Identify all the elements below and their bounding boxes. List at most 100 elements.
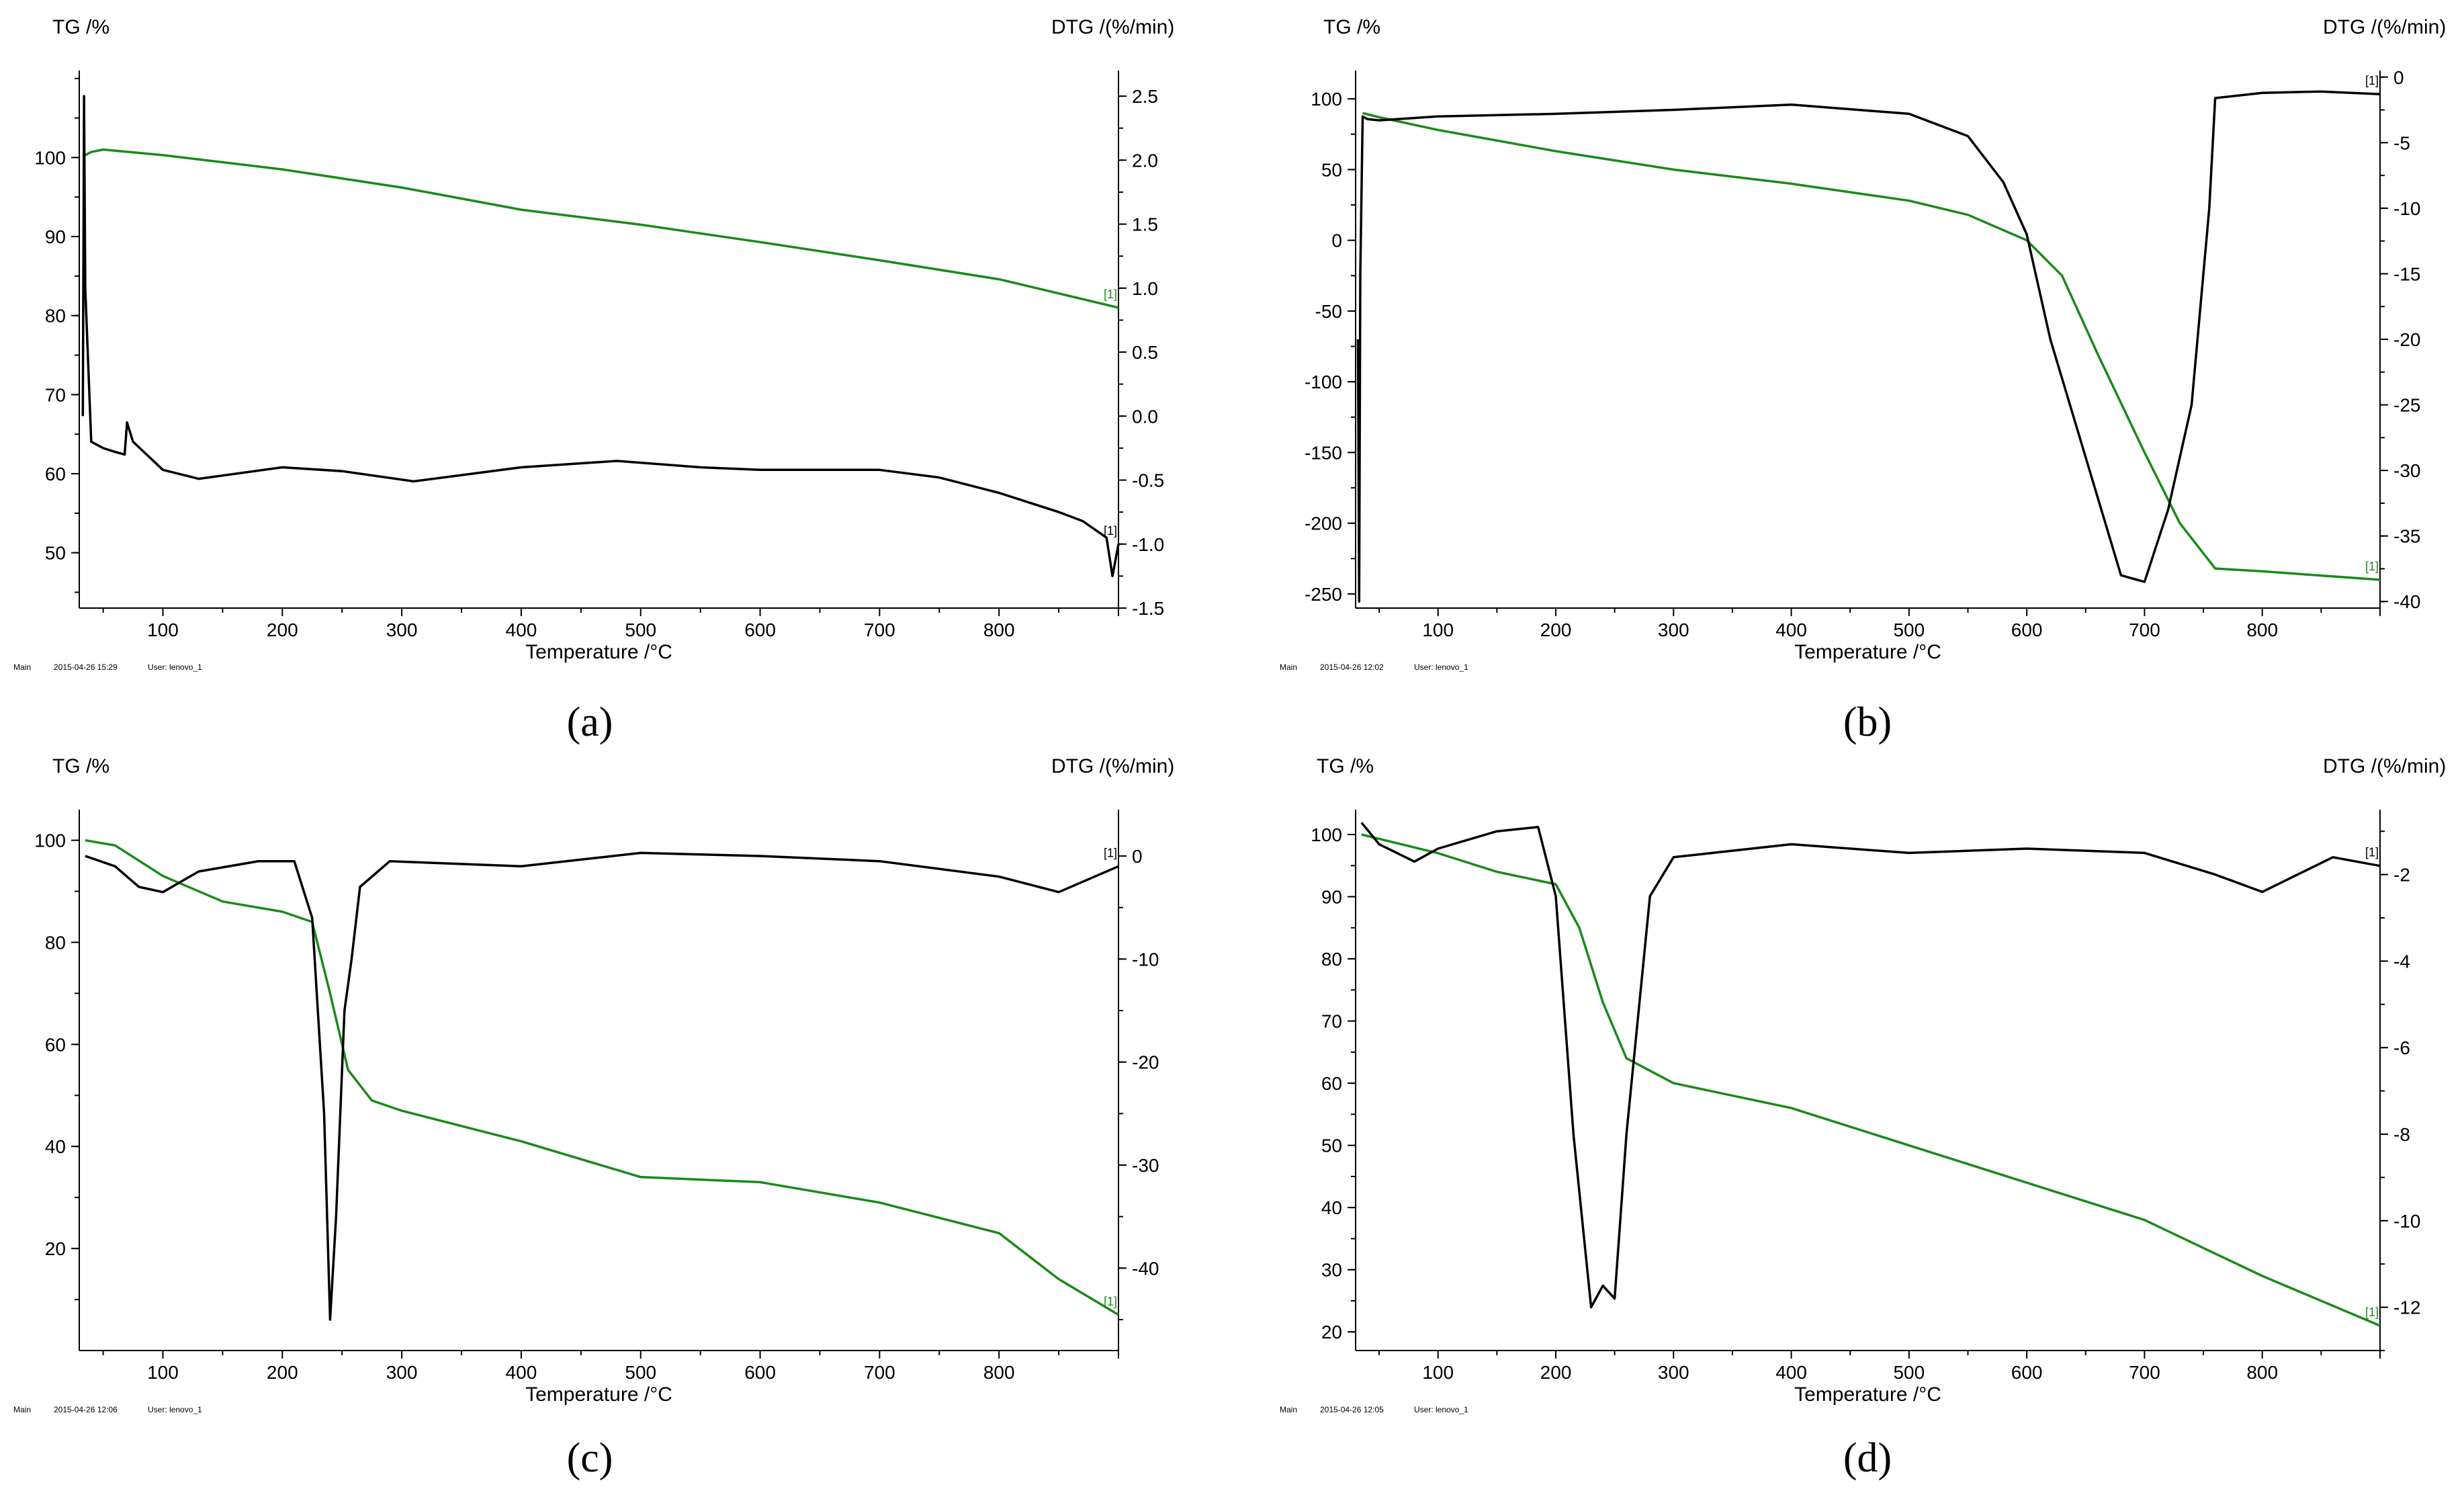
dtg-end-marker: [1] bbox=[1104, 524, 1117, 538]
right-tick-label: 2.0 bbox=[1132, 150, 1158, 171]
x-tick-label: 300 bbox=[386, 620, 418, 640]
left-axis-title: TG /% bbox=[52, 755, 109, 777]
left-tick-label: 100 bbox=[1311, 89, 1342, 110]
x-tick-label: 100 bbox=[147, 1362, 179, 1383]
chart-panel-a: 100 200 300 400 500 600 700 800 50 60 70 80 90 100 -1.… bbox=[13, 16, 1174, 745]
x-tick-label: 700 bbox=[2129, 1362, 2160, 1383]
x-tick-label: 700 bbox=[864, 1362, 895, 1383]
chart-panel-d: 100 200 300 400 500 600 700 800 20 30 40 50 60 70 80 90… bbox=[1280, 755, 2446, 1481]
footer-text: User: lenovo_1 bbox=[1414, 663, 1468, 672]
x-tick-label: 700 bbox=[2129, 620, 2160, 640]
x-tick-label: 500 bbox=[1893, 620, 1925, 640]
left-tick-label: 100 bbox=[34, 830, 66, 851]
x-axis-title: Temperature /°C bbox=[1794, 641, 1941, 663]
panel-label: (d) bbox=[1843, 1435, 1892, 1481]
chart-panel-c: 100 200 300 400 500 600 700 800 20 40 60 80 100 -40 -3… bbox=[13, 755, 1174, 1481]
panel-label: (a) bbox=[567, 699, 613, 745]
x-tick-label: 400 bbox=[506, 620, 537, 640]
dtg-end-marker: [1] bbox=[1104, 846, 1117, 859]
right-tick-label: 0 bbox=[1132, 846, 1143, 867]
dtg-curve bbox=[1360, 822, 2381, 1309]
x-tick-label: 400 bbox=[1775, 620, 1807, 640]
left-tick-label: -50 bbox=[1315, 301, 1342, 322]
left-tick-label: 60 bbox=[1321, 1073, 1342, 1094]
footer-text: Main bbox=[13, 663, 31, 672]
x-tick-label: 100 bbox=[1422, 620, 1454, 640]
left-axis-title: TG /% bbox=[1323, 16, 1380, 38]
x-axis-title: Temperature /°C bbox=[1794, 1383, 1941, 1406]
right-tick-label: -25 bbox=[2393, 395, 2420, 416]
footer-text: User: lenovo_1 bbox=[148, 1405, 202, 1414]
dtg-curve bbox=[1356, 90, 2381, 603]
x-tick-label: 600 bbox=[2011, 620, 2043, 640]
left-tick-label: 100 bbox=[34, 147, 66, 168]
left-tick-label: 20 bbox=[1321, 1322, 1342, 1342]
right-tick-label: 0 bbox=[2393, 67, 2404, 88]
right-tick-label: -4 bbox=[2393, 951, 2410, 972]
left-tick-label: -250 bbox=[1305, 584, 1342, 605]
footer-text: Main bbox=[13, 1405, 31, 1414]
right-tick-label: -10 bbox=[1132, 949, 1159, 970]
x-tick-label: 800 bbox=[983, 620, 1015, 640]
footer-text: 2015-04-26 12:05 bbox=[1320, 1405, 1384, 1414]
right-tick-label: -10 bbox=[2393, 1211, 2420, 1232]
footer-text: 2015-04-26 12:02 bbox=[1320, 663, 1384, 672]
x-tick-label: 400 bbox=[1775, 1362, 1807, 1383]
right-tick-label: -40 bbox=[1132, 1258, 1159, 1279]
footer-text: 2015-04-26 15:29 bbox=[54, 663, 118, 672]
right-tick-label: -0.5 bbox=[1132, 470, 1164, 491]
x-axis-title: Temperature /°C bbox=[525, 641, 672, 663]
chart-panel-b: 100 200 300 400 500 600 700 800-250-200-150-100… bbox=[1280, 16, 2446, 745]
tg-curve bbox=[85, 839, 1119, 1316]
x-axis-title: Temperature /°C bbox=[525, 1383, 672, 1406]
tg-end-marker: [1] bbox=[2365, 1306, 2379, 1319]
footer-text: Main bbox=[1280, 663, 1297, 672]
left-tick-label: 100 bbox=[1311, 824, 1342, 845]
left-tick-label: 90 bbox=[45, 226, 66, 247]
right-tick-label: 0.5 bbox=[1132, 342, 1158, 363]
left-tick-label: 50 bbox=[45, 543, 66, 564]
footer-text: User: lenovo_1 bbox=[1414, 1405, 1468, 1414]
left-tick-label: -100 bbox=[1305, 372, 1342, 392]
x-tick-label: 600 bbox=[744, 620, 776, 640]
right-tick-label: -5 bbox=[2393, 132, 2410, 153]
dtg-curve bbox=[85, 851, 1119, 1321]
left-tick-label: 90 bbox=[1321, 887, 1342, 908]
left-tick-label: 40 bbox=[45, 1136, 66, 1157]
x-tick-label: 800 bbox=[983, 1362, 1015, 1383]
x-tick-label: 700 bbox=[864, 620, 895, 640]
right-tick-label: 1.0 bbox=[1132, 278, 1158, 299]
left-tick-label: -200 bbox=[1305, 513, 1342, 534]
left-tick-label: 30 bbox=[1321, 1260, 1342, 1281]
x-tick-label: 800 bbox=[2246, 1362, 2278, 1383]
left-tick-label: 0 bbox=[1331, 230, 1342, 251]
left-tick-label: 60 bbox=[45, 1034, 66, 1055]
x-tick-label: 100 bbox=[147, 620, 179, 640]
tg-end-marker: [1] bbox=[1104, 288, 1117, 301]
panel-label: (b) bbox=[1843, 699, 1892, 745]
panel-label: (c) bbox=[567, 1435, 613, 1481]
x-tick-label: 500 bbox=[625, 1362, 656, 1383]
right-axis-title: DTG /(%/min) bbox=[2323, 755, 2446, 777]
x-tick-label: 800 bbox=[2246, 620, 2278, 640]
x-tick-label: 500 bbox=[1893, 1362, 1925, 1383]
left-tick-label: 70 bbox=[1321, 1011, 1342, 1032]
left-tick-label: 20 bbox=[45, 1238, 66, 1259]
right-tick-label: -35 bbox=[2393, 526, 2420, 547]
tg-curve bbox=[85, 148, 1119, 309]
tg-curve bbox=[1362, 112, 2381, 581]
left-tick-label: 60 bbox=[45, 464, 66, 484]
right-tick-label: -40 bbox=[2393, 591, 2420, 612]
right-axis-title: DTG /(%/min) bbox=[1051, 755, 1174, 777]
left-tick-label: 70 bbox=[45, 384, 66, 405]
x-tick-label: 300 bbox=[1658, 620, 1689, 640]
x-tick-label: 200 bbox=[267, 620, 298, 640]
x-tick-label: 100 bbox=[1422, 1362, 1454, 1383]
x-tick-label: 500 bbox=[625, 620, 656, 640]
dtg-end-marker: [1] bbox=[2365, 74, 2379, 87]
left-tick-label: -150 bbox=[1305, 442, 1342, 463]
left-tick-label: 50 bbox=[1321, 159, 1342, 180]
left-axis-title: TG /% bbox=[52, 16, 109, 38]
right-axis-title: DTG /(%/min) bbox=[1051, 16, 1174, 38]
